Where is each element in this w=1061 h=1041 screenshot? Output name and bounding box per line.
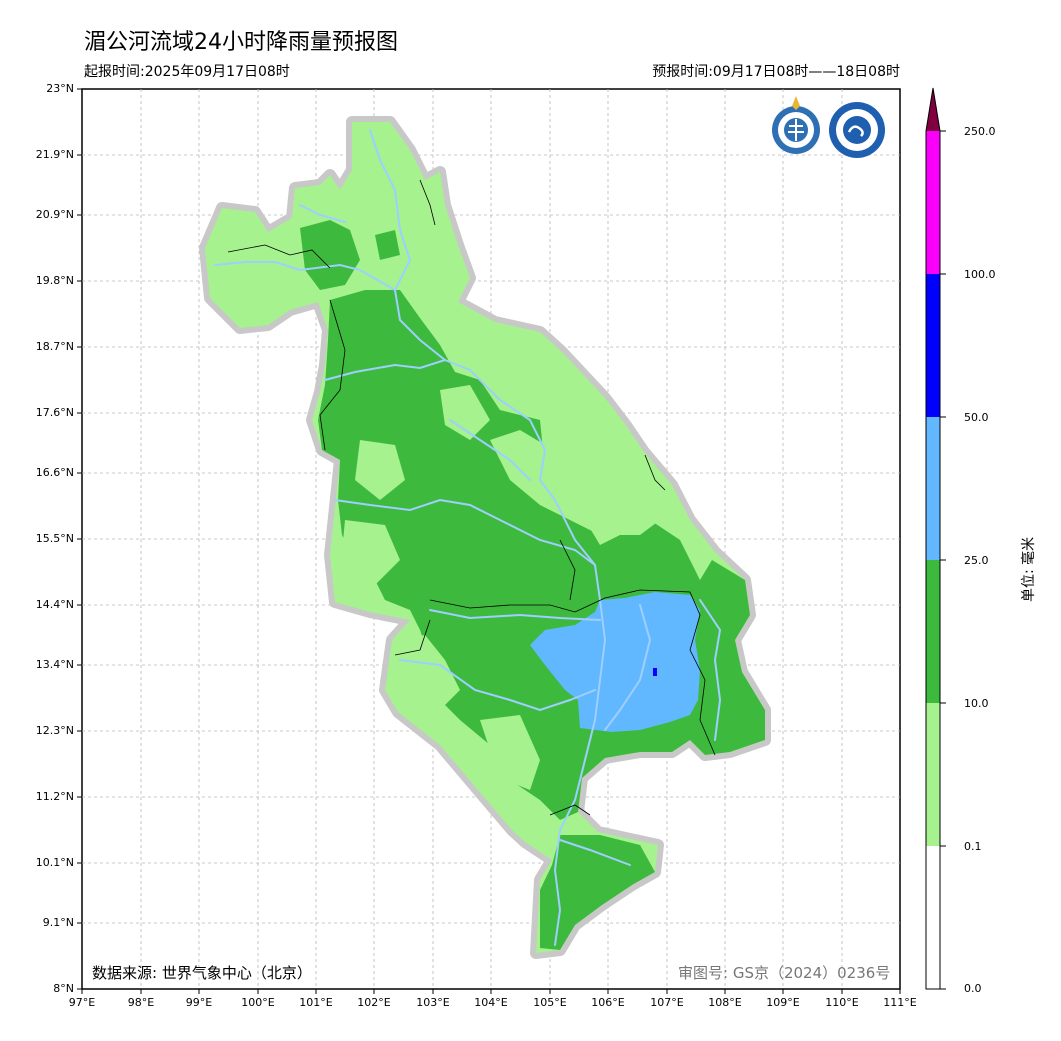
lat-label: 19.8°N: [35, 274, 74, 287]
lat-ticks: [77, 88, 82, 990]
lon-label: 110°E: [825, 996, 859, 1009]
lon-label: 106°E: [591, 996, 625, 1009]
map-title: 湄公河流域24小时降雨量预报图: [84, 30, 398, 55]
colorbar-extend-arrow: [926, 88, 940, 131]
colorbar-bin-2: [926, 560, 940, 703]
colorbar-bin-3: [926, 417, 940, 560]
colorbar-unit-label: 单位: 毫米: [1021, 536, 1037, 602]
lat-label: 13.4°N: [35, 658, 74, 671]
lat-label: 21.9°N: [35, 148, 74, 161]
lat-label: 11.2°N: [35, 790, 74, 803]
river-network: [214, 129, 722, 946]
lon-label: 108°E: [708, 996, 742, 1009]
lon-label: 101°E: [299, 996, 333, 1009]
lon-label: 107°E: [650, 996, 684, 1009]
issue-time: 起报时间:2025年09月17日08时: [84, 64, 290, 80]
lat-label: 8°N: [53, 982, 74, 995]
colorbar-label: 50.0: [964, 411, 989, 424]
colorbar-bin-5: [926, 131, 940, 274]
lon-label: 98°E: [127, 996, 155, 1009]
lon-label: 109°E: [766, 996, 800, 1009]
lon-label: 102°E: [357, 996, 391, 1009]
lon-label: 105°E: [533, 996, 567, 1009]
lat-label: 15.5°N: [35, 532, 74, 545]
cma-logo: [829, 102, 885, 158]
lon-label: 97°E: [68, 996, 96, 1009]
lat-label: 16.6°N: [35, 466, 74, 479]
lat-label: 10.1°N: [35, 856, 74, 869]
lat-label: 23°N: [46, 82, 74, 95]
map-review-number: 审图号: GS京（2024）0236号: [678, 964, 891, 982]
lat-label: 17.6°N: [35, 406, 74, 419]
colorbar: [925, 87, 946, 990]
colorbar-bin-1: [926, 703, 940, 846]
basin-rain-50-100: [653, 668, 657, 676]
lon-label: 104°E: [474, 996, 508, 1009]
valid-time: 预报时间:09月17日08时——18日08时: [652, 64, 900, 80]
colorbar-label: 0.0: [964, 982, 982, 995]
colorbar-label: 0.1: [964, 840, 982, 853]
lon-label: 100°E: [241, 996, 275, 1009]
wmo-logo: [772, 96, 820, 154]
lat-label: 9.1°N: [42, 916, 74, 929]
lat-label: 14.4°N: [35, 598, 74, 611]
lat-label: 12.3°N: [35, 724, 74, 737]
lat-label: 18.7°N: [35, 340, 74, 353]
colorbar-label: 100.0: [964, 268, 996, 281]
country-borders: [227, 179, 716, 816]
lon-label: 99°E: [185, 996, 213, 1009]
colorbar-bin-0: [926, 846, 940, 989]
colorbar-label: 10.0: [964, 697, 989, 710]
lon-ticks: [81, 989, 901, 994]
colorbar-label: 250.0: [964, 125, 996, 138]
basin-rain-25-50: [530, 592, 700, 732]
data-source: 数据来源: 世界气象中心（北京）: [92, 964, 312, 982]
lon-label: 103°E: [416, 996, 450, 1009]
colorbar-label: 25.0: [964, 554, 989, 567]
lon-label: 111°E: [883, 996, 917, 1009]
lat-label: 20.9°N: [35, 208, 74, 221]
colorbar-bin-4: [926, 274, 940, 417]
